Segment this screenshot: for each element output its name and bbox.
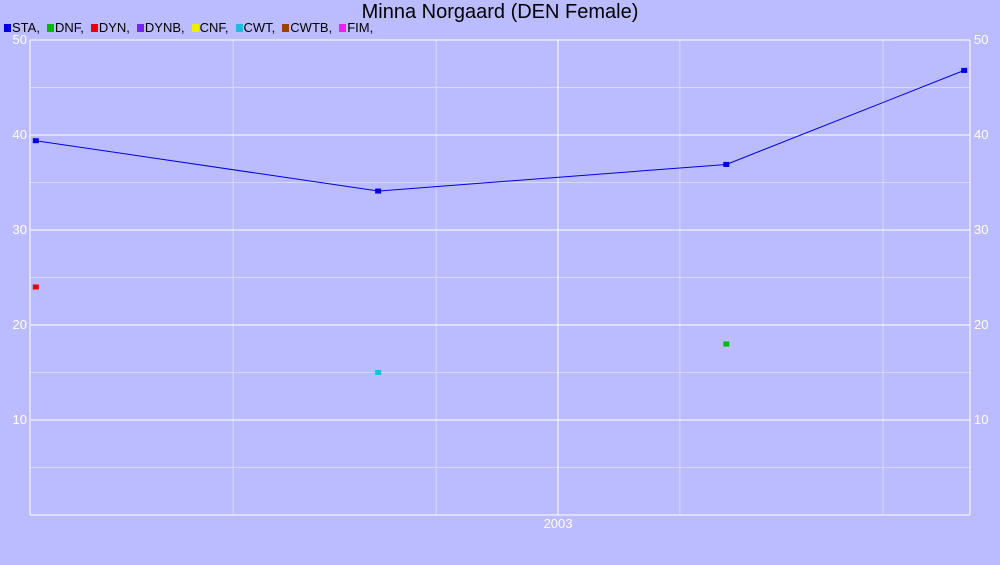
legend-label: FIM, <box>347 20 374 35</box>
legend: STA, DNF, DYN, DYNB, CNF, CWT, CWTB, FIM, <box>4 20 380 36</box>
y-tick-label-left: 20 <box>13 317 27 332</box>
y-tick-label-left: 50 <box>13 32 27 47</box>
legend-swatch <box>191 24 199 32</box>
legend-label: DYNB, <box>144 20 185 35</box>
legend-item: FIM, <box>339 20 373 36</box>
legend-item: CNF, <box>191 20 229 36</box>
legend-swatch <box>136 24 144 32</box>
chart-title: Minna Norgaard (DEN Female) <box>361 1 639 23</box>
legend-swatch <box>235 24 243 32</box>
legend-swatch <box>90 24 98 32</box>
y-tick-label-right: 20 <box>974 317 988 332</box>
data-point-dnf <box>723 341 730 347</box>
legend-swatch <box>282 24 290 32</box>
data-point-sta <box>961 67 968 73</box>
legend-item: DYNB, <box>136 20 185 36</box>
legend-label: CNF, <box>199 20 229 35</box>
y-tick-label-left: 10 <box>13 412 27 427</box>
legend-label: STA, <box>12 20 40 35</box>
legend-label: CWT, <box>243 20 276 35</box>
legend-item: CWTB, <box>282 20 332 36</box>
series-line-sta <box>35 69 965 192</box>
axes: 10 10 20 20 30 30 40 40 50 50 2003 <box>13 32 989 531</box>
y-tick-label-right: 30 <box>974 222 988 237</box>
legend-item: CWT, <box>235 20 276 36</box>
y-tick-label-right: 10 <box>974 412 988 427</box>
y-tick-label-right: 50 <box>974 32 988 47</box>
data-point-dyn <box>32 284 39 290</box>
x-tick-label: 2003 <box>544 516 573 531</box>
y-tick-label-right: 40 <box>974 127 988 142</box>
data-point-sta <box>32 138 39 144</box>
legend-label: DYN, <box>98 20 130 35</box>
legend-swatch <box>339 24 347 32</box>
legend-item: DNF, <box>46 20 84 36</box>
data-point-cwt <box>375 370 382 375</box>
y-tick-label-left: 40 <box>13 127 27 142</box>
legend-label: DNF, <box>54 20 84 35</box>
legend-label: CWTB, <box>290 20 333 35</box>
grid <box>30 39 970 515</box>
data-point-sta <box>375 188 382 194</box>
data-point-sta <box>723 161 730 167</box>
legend-swatch <box>46 24 54 32</box>
y-tick-label-left: 30 <box>13 222 27 237</box>
legend-item: STA, <box>4 20 40 36</box>
legend-swatch <box>4 24 11 32</box>
legend-item: DYN, <box>90 20 130 36</box>
series <box>32 67 968 375</box>
